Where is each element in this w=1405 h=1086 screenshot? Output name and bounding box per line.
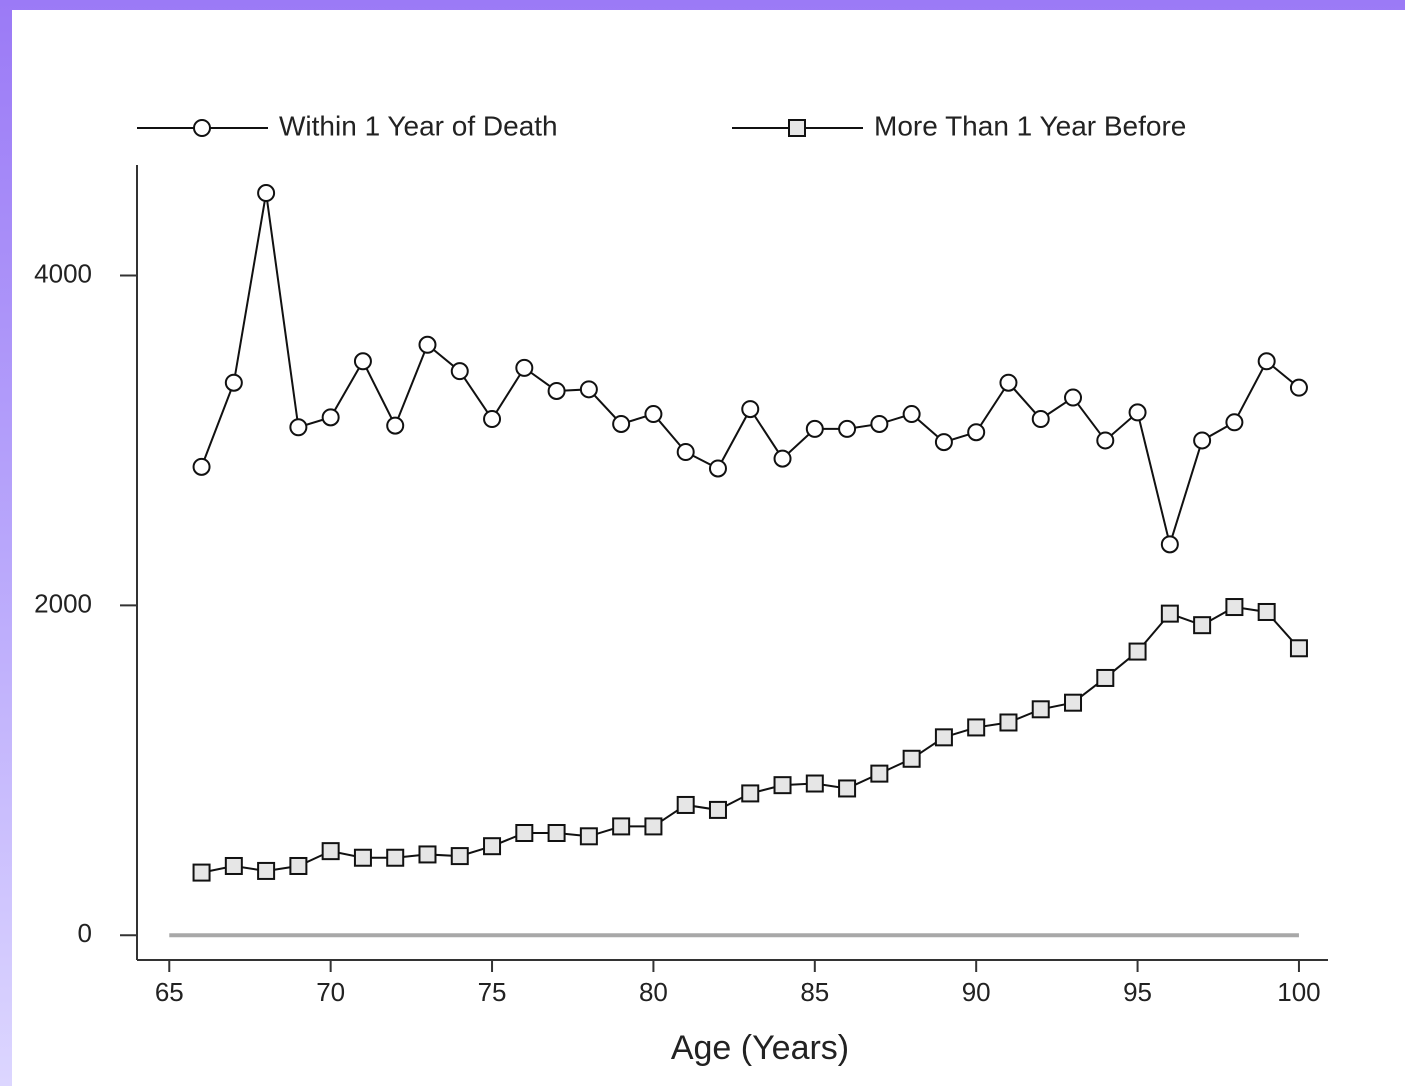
marker-circle xyxy=(1289,378,1308,397)
x-tick-label: 95 xyxy=(1123,977,1152,1007)
marker-circle xyxy=(450,362,469,381)
marker-square xyxy=(192,863,211,882)
marker-square xyxy=(999,713,1018,732)
marker-square xyxy=(547,823,566,842)
marker-circle xyxy=(644,405,663,424)
marker-circle xyxy=(483,410,502,429)
marker-circle xyxy=(805,419,824,438)
marker-square xyxy=(902,749,921,768)
marker-circle xyxy=(741,400,760,419)
marker-circle xyxy=(289,418,308,437)
marker-square xyxy=(741,784,760,803)
x-axis-label: Age (Years) xyxy=(671,1029,849,1067)
y-tick-label: 0 xyxy=(78,918,92,948)
marker-square xyxy=(788,119,806,137)
legend-label: Within 1 Year of Death xyxy=(279,110,558,141)
marker-circle xyxy=(1257,352,1276,371)
marker-circle xyxy=(1064,388,1083,407)
marker-circle xyxy=(1225,413,1244,432)
marker-square xyxy=(934,728,953,747)
marker-circle xyxy=(612,414,631,433)
x-tick-label: 70 xyxy=(316,977,345,1007)
marker-square xyxy=(289,856,308,875)
marker-circle xyxy=(579,380,598,399)
y-tick-label: 4000 xyxy=(34,258,92,288)
marker-square xyxy=(838,779,857,798)
marker-square xyxy=(450,847,469,866)
marker-circle xyxy=(676,442,695,461)
legend-label: More Than 1 Year Before xyxy=(874,110,1186,141)
marker-circle xyxy=(838,419,857,438)
marker-square xyxy=(1289,639,1308,658)
x-tick-label: 75 xyxy=(478,977,507,1007)
marker-square xyxy=(224,856,243,875)
marker-square xyxy=(1225,598,1244,617)
marker-square xyxy=(870,764,889,783)
marker-square xyxy=(1064,693,1083,712)
marker-square xyxy=(1128,642,1147,661)
x-tick-label: 80 xyxy=(639,977,668,1007)
marker-square xyxy=(1257,602,1276,621)
marker-circle xyxy=(1160,535,1179,554)
marker-square xyxy=(353,848,372,867)
marker-circle xyxy=(1096,431,1115,450)
marker-square xyxy=(386,848,405,867)
marker-square xyxy=(612,817,631,836)
x-tick-label: 100 xyxy=(1277,977,1320,1007)
marker-square xyxy=(1031,700,1050,719)
marker-circle xyxy=(1128,403,1147,422)
marker-square xyxy=(676,795,695,814)
x-tick-label: 65 xyxy=(155,977,184,1007)
marker-circle xyxy=(934,433,953,452)
marker-circle xyxy=(967,423,986,442)
marker-square xyxy=(773,776,792,795)
x-tick-label: 85 xyxy=(800,977,829,1007)
marker-square xyxy=(483,837,502,856)
marker-square xyxy=(1096,668,1115,687)
marker-circle xyxy=(515,358,534,377)
marker-square xyxy=(579,827,598,846)
marker-square xyxy=(1160,604,1179,623)
marker-square xyxy=(805,774,824,793)
y-tick-label: 2000 xyxy=(34,588,92,618)
marker-square xyxy=(1193,616,1212,635)
marker-circle xyxy=(773,449,792,468)
marker-circle xyxy=(1031,410,1050,429)
marker-circle xyxy=(192,457,211,476)
marker-circle xyxy=(708,459,727,478)
x-tick-label: 90 xyxy=(962,977,991,1007)
marker-circle xyxy=(999,373,1018,392)
marker-circle xyxy=(386,416,405,435)
marker-circle xyxy=(902,405,921,424)
marker-circle xyxy=(1193,431,1212,450)
marker-square xyxy=(321,842,340,861)
marker-circle xyxy=(418,335,437,354)
marker-circle xyxy=(547,381,566,400)
marker-circle xyxy=(353,352,372,371)
marker-circle xyxy=(870,414,889,433)
marker-circle xyxy=(257,184,276,203)
marker-circle xyxy=(193,119,211,137)
marker-square xyxy=(708,800,727,819)
marker-circle xyxy=(224,373,243,392)
marker-square xyxy=(967,718,986,737)
marker-square xyxy=(257,861,276,880)
marker-square xyxy=(418,845,437,864)
marker-square xyxy=(515,823,534,842)
marker-square xyxy=(644,817,663,836)
marker-circle xyxy=(321,408,340,427)
